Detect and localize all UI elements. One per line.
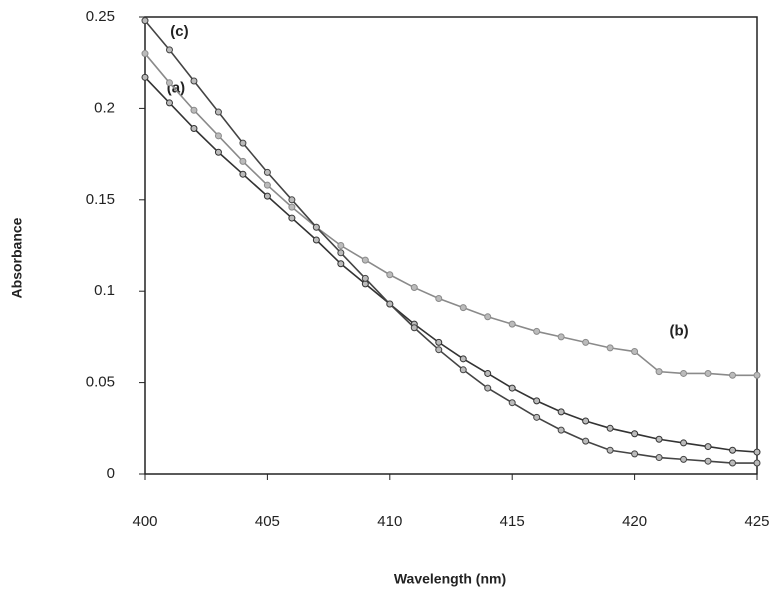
- data-point: [165, 79, 173, 87]
- data-point: [704, 443, 712, 451]
- x-tick-label: 420: [622, 513, 647, 530]
- data-point: [337, 260, 345, 268]
- data-point: [214, 108, 222, 116]
- x-axis-title: Wavelength (nm): [394, 571, 506, 587]
- data-point: [410, 324, 418, 332]
- data-point: [239, 170, 247, 178]
- data-point: [435, 295, 443, 303]
- y-tick-label: 0.05: [86, 374, 115, 391]
- data-point: [386, 300, 394, 308]
- data-point: [655, 454, 663, 462]
- data-point: [484, 313, 492, 321]
- data-point: [484, 369, 492, 377]
- data-point: [606, 424, 614, 432]
- data-point: [459, 304, 467, 312]
- data-point: [459, 366, 467, 374]
- data-point: [582, 338, 590, 346]
- data-point: [680, 369, 688, 377]
- y-tick-label: 0.2: [94, 99, 115, 116]
- data-point: [239, 157, 247, 165]
- data-point: [410, 284, 418, 292]
- data-point: [337, 249, 345, 257]
- data-point: [704, 369, 712, 377]
- data-point: [655, 435, 663, 443]
- x-tick-label: 425: [744, 513, 769, 530]
- series-line: [144, 53, 757, 377]
- data-point: [680, 439, 688, 447]
- data-point: [288, 203, 296, 211]
- plot-frame: [144, 16, 758, 475]
- data-point: [165, 99, 173, 107]
- data-point: [141, 17, 149, 25]
- data-point: [239, 139, 247, 147]
- series-label: (c): [170, 23, 188, 40]
- data-point: [680, 455, 688, 463]
- data-point: [214, 132, 222, 140]
- data-point: [533, 413, 541, 421]
- y-tick-label: 0.25: [86, 8, 115, 25]
- data-point: [557, 426, 565, 434]
- data-point: [361, 256, 369, 264]
- data-point: [508, 320, 516, 328]
- data-point: [753, 371, 761, 379]
- data-point: [582, 417, 590, 425]
- data-point: [655, 368, 663, 376]
- x-tick-label: 410: [377, 513, 402, 530]
- data-point: [263, 168, 271, 176]
- data-point: [508, 384, 516, 392]
- x-tick-label: 405: [255, 513, 280, 530]
- data-point: [582, 437, 590, 445]
- y-tick-label: 0: [107, 465, 115, 482]
- data-point: [484, 384, 492, 392]
- y-tick-label: 0.1: [94, 282, 115, 299]
- data-point: [263, 192, 271, 200]
- data-point: [459, 355, 467, 363]
- data-point: [753, 448, 761, 456]
- data-point: [704, 457, 712, 465]
- data-point: [263, 181, 271, 189]
- data-point: [141, 50, 149, 58]
- data-point: [386, 271, 394, 279]
- x-tick-label: 415: [500, 513, 525, 530]
- data-point: [337, 242, 345, 249]
- data-point: [557, 408, 565, 416]
- data-point: [508, 399, 516, 407]
- data-point: [312, 236, 320, 244]
- data-point: [753, 459, 761, 467]
- y-tick-label: 0.15: [86, 191, 115, 208]
- data-point: [606, 344, 614, 352]
- data-point: [631, 348, 639, 356]
- data-point: [533, 327, 541, 335]
- data-point: [631, 430, 639, 438]
- data-point: [288, 214, 296, 222]
- data-point: [141, 73, 149, 81]
- series-line: [144, 20, 757, 464]
- data-point: [190, 125, 198, 133]
- series-label: (b): [670, 323, 689, 340]
- data-point: [435, 338, 443, 346]
- data-point: [312, 223, 320, 231]
- data-point: [631, 450, 639, 458]
- data-point: [190, 106, 198, 114]
- data-point: [606, 446, 614, 454]
- data-point: [435, 346, 443, 354]
- data-point: [361, 274, 369, 282]
- y-axis-title: Absorbance: [9, 217, 25, 298]
- data-point: [729, 459, 737, 467]
- data-point: [729, 371, 737, 379]
- data-point: [190, 77, 198, 85]
- data-point: [214, 148, 222, 156]
- data-point: [533, 397, 541, 405]
- data-point: [729, 446, 737, 454]
- x-tick-label: 400: [132, 513, 157, 530]
- data-point: [557, 333, 565, 341]
- data-point: [165, 46, 173, 54]
- series-line: [144, 76, 758, 453]
- data-point: [288, 196, 296, 204]
